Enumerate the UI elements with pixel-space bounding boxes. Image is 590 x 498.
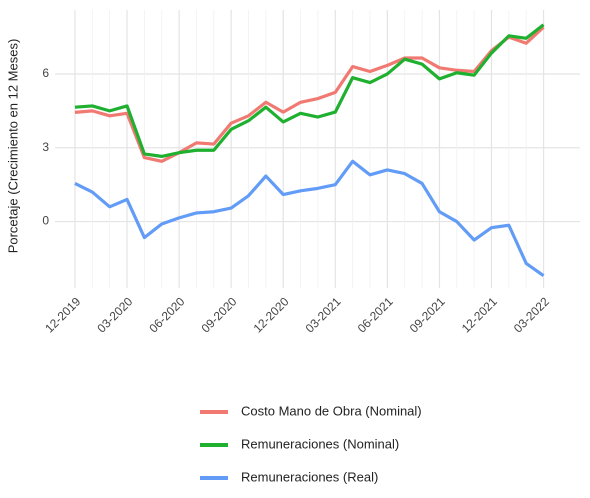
y-tick-label: 6	[42, 66, 49, 80]
x-tick-label: 06-2021	[355, 294, 396, 335]
y-tick-label: 0	[42, 214, 49, 228]
legend-label: Costo Mano de Obra (Nominal)	[241, 403, 422, 418]
x-tick-label: 03-2022	[511, 294, 552, 335]
y-tick-label: 3	[42, 140, 49, 154]
x-tick-label: 12-2019	[42, 294, 83, 335]
legend-label: Remuneraciones (Nominal)	[241, 436, 399, 451]
x-tick-label: 12-2021	[459, 294, 500, 335]
x-tick-label: 09-2020	[198, 294, 239, 335]
x-tick-label: 09-2021	[407, 294, 448, 335]
series-line	[74, 26, 545, 163]
legend-label: Remuneraciones (Real)	[241, 469, 378, 484]
series-line	[74, 23, 545, 158]
y-axis-label: Porcetaje (Crecimiento en 12 Meses)	[5, 39, 20, 254]
series-line	[74, 159, 545, 278]
x-tick-label: 06-2020	[146, 294, 187, 335]
x-tick-label: 03-2020	[94, 294, 135, 335]
x-tick-label: 03-2021	[303, 294, 344, 335]
x-tick-label: 12-2020	[251, 294, 292, 335]
